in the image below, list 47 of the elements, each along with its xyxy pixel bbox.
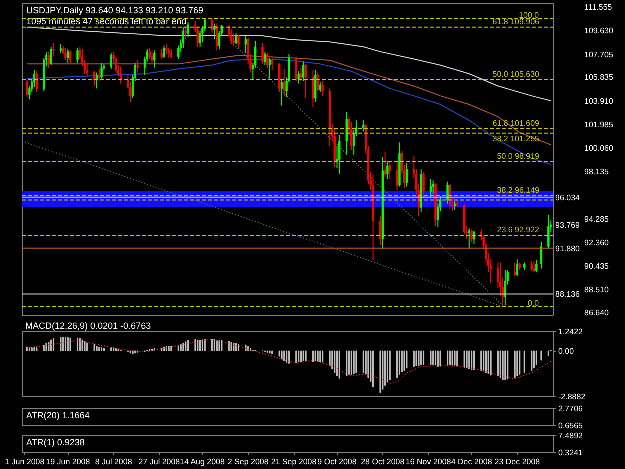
x-tick-label: 1 Jun 2008 xyxy=(5,458,46,466)
text: 1095 minutes 47 seconds left to bar end xyxy=(26,16,187,26)
ref-line-label: 61.8 109.906 xyxy=(492,17,540,26)
y-tick-label: 88.510 xyxy=(584,286,610,295)
y-tick-label: 7.4892 xyxy=(558,432,584,440)
y-tick-label: 92.360 xyxy=(584,238,610,248)
y-tick-label: 94.285 xyxy=(584,214,610,224)
y-tick-label: 111.555 xyxy=(584,3,613,12)
annotation: 93.769 xyxy=(556,221,581,230)
x-tick-label: 19 Jun 2008 xyxy=(46,458,91,466)
annotation: 100.0 xyxy=(519,10,540,20)
y-tick-label: 109.630 xyxy=(584,26,614,36)
y-tick-label: 2.7706 xyxy=(558,404,584,414)
x-tick-label: 2 Sep 2008 xyxy=(228,458,270,466)
x-tick-label: 16 Nov 2008 xyxy=(406,458,452,466)
y-tick-label: 0.6565 xyxy=(558,422,584,430)
y-tick-label: -2.8882 xyxy=(558,392,586,402)
x-tick-label: 14 Aug 2008 xyxy=(180,458,226,466)
chart-title: ATR(1) 0.9238 xyxy=(26,438,85,448)
ref-line-label: 50.0 105.630 xyxy=(492,70,540,79)
chart-title: ATR(20) 1.1664 xyxy=(26,410,90,420)
y-tick-label: 101.985 xyxy=(584,120,614,130)
x-tick-label: 23 Dec 2008 xyxy=(494,458,541,466)
y-tick-label: 98.135 xyxy=(584,168,610,177)
ref-line-label: 88.136 xyxy=(556,290,581,300)
y-tick-label: 0.3241 xyxy=(558,448,584,458)
y-tick-label: 1.2422 xyxy=(558,328,584,336)
x-tick-label: 9 Oct 2008 xyxy=(318,458,358,466)
y-tick-label: 86.640 xyxy=(584,308,610,318)
y-tick-label: 0.00 xyxy=(558,347,575,356)
ref-line-label: 23.6 92.922 xyxy=(497,226,540,235)
ref-line-label: 96.034 xyxy=(556,193,581,202)
y-tick-label: 100.060 xyxy=(584,144,614,154)
y-tick-label: 107.705 xyxy=(584,50,614,60)
y-tick-label: 105.835 xyxy=(584,73,614,82)
y-tick-label: 103.910 xyxy=(584,96,614,106)
chart-title: USDJPY,Daily 93.640 94.133 93.210 93.769 xyxy=(26,6,204,16)
ref-line-label: 91.880 xyxy=(556,244,581,254)
x-tick-label: 27 Jul 2008 xyxy=(138,458,181,466)
x-tick-label: 4 Dec 2008 xyxy=(451,458,493,466)
x-tick-label: 21 Sep 2008 xyxy=(271,458,318,466)
x-tick-label: 28 Oct 2008 xyxy=(361,458,406,466)
x-tick-label: 8 Jul 2008 xyxy=(95,458,133,466)
y-tick-label: 90.435 xyxy=(584,262,610,272)
ref-line-label: 61.8 101.609 xyxy=(492,119,540,128)
annotation: 0.0 xyxy=(528,298,540,308)
chart-title: MACD(12,26,9) 0.0201 -0.6763 xyxy=(26,321,152,331)
